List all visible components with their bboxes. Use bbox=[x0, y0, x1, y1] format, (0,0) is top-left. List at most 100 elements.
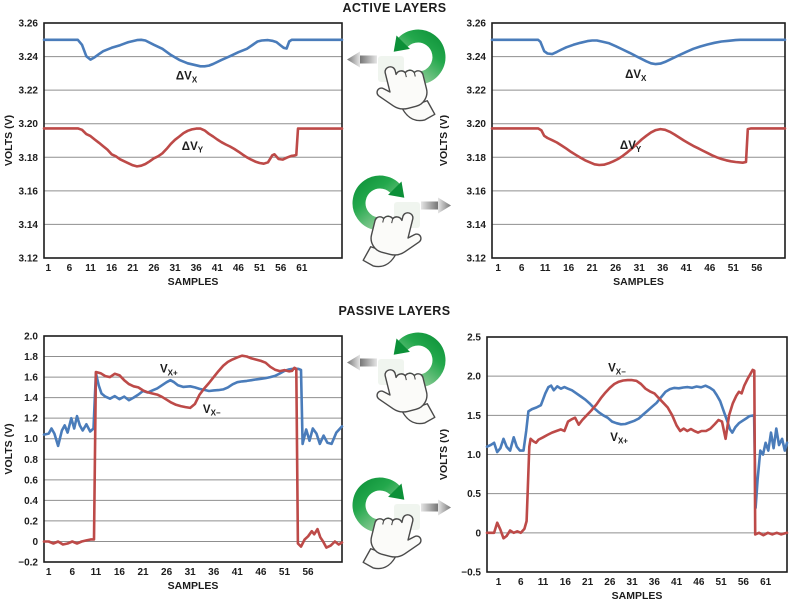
x-tick-label: 61 bbox=[760, 577, 772, 588]
chart-passive-right: 2.5 2.0 1.5 1.0 0.5 0 −0.5 1 6 11 16 21 26 31 36 41 46 51… bbox=[438, 318, 789, 607]
y-tick-label: 3.18 bbox=[19, 153, 39, 164]
x-tick-label: 26 bbox=[604, 577, 616, 588]
x-tick-label: 26 bbox=[148, 263, 160, 274]
gesture-rotate-cw-swipe-right-active bbox=[359, 182, 451, 276]
y-tick-label: 3.26 bbox=[467, 19, 487, 30]
x-tick-label: 51 bbox=[716, 577, 728, 588]
x-tick-label: 56 bbox=[751, 263, 763, 274]
active-right-canvas: 3.263.243.223.203.183.163.143.121 6 11 16 21… bbox=[438, 19, 787, 288]
x-tick-label: 11 bbox=[538, 577, 549, 588]
x-tick-label: 21 bbox=[137, 567, 149, 578]
y-axis-label: VOLTS (V) bbox=[3, 115, 15, 166]
series-label: VX− bbox=[203, 404, 221, 418]
x-tick-label: 1 bbox=[496, 577, 502, 588]
y-axis-label: VOLTS (V) bbox=[440, 429, 450, 480]
gesture-rotate-ccw-swipe-left-passive bbox=[347, 339, 439, 433]
x-tick-label: 46 bbox=[233, 263, 245, 274]
series-line-vx-minus bbox=[485, 368, 789, 540]
y-tick-label: 2.0 bbox=[467, 372, 481, 383]
y-axis-label: VOLTS (V) bbox=[3, 423, 15, 474]
y-tick-label: 0.8 bbox=[24, 455, 38, 466]
plot-border bbox=[43, 22, 343, 259]
plot-border bbox=[486, 336, 788, 573]
x-tick-label: 46 bbox=[693, 577, 705, 588]
x-tick-label: 41 bbox=[212, 263, 224, 274]
x-tick-label: 21 bbox=[127, 263, 139, 274]
x-tick-label: 6 bbox=[70, 567, 76, 578]
x-tick-label: 56 bbox=[302, 567, 314, 578]
y-tick-label: 3.12 bbox=[467, 254, 487, 265]
series-label: VX+ bbox=[610, 432, 628, 446]
passive-right-canvas: 2.52.01.51.00.50−0.51 6 11 16 21 26 31 36 41 46 51… bbox=[438, 333, 789, 602]
active-left-canvas: 3.263.243.223.203.183.163.143.121 6 11 16 21… bbox=[3, 19, 344, 288]
series-label: VX− bbox=[608, 362, 626, 376]
x-tick-label: 56 bbox=[738, 577, 750, 588]
x-tick-label: 61 bbox=[296, 263, 308, 274]
x-tick-label: 16 bbox=[563, 263, 575, 274]
chart-active-right: 3.26 3.24 3.22 3.20 3.18 3.16 3.14 3.12 1 6 11 16 21… bbox=[438, 14, 789, 306]
x-tick-label: 21 bbox=[587, 263, 599, 274]
series-label: ΔVX bbox=[176, 71, 198, 85]
y-tick-label: 1.2 bbox=[24, 414, 38, 425]
series-line-vx-plus bbox=[485, 384, 789, 510]
chart-active-left: 3.26 3.24 3.22 3.20 3.18 3.16 3.14 3.12 1 6 11 16 21… bbox=[0, 14, 345, 306]
x-tick-label: 6 bbox=[67, 263, 73, 274]
x-tick-label: 31 bbox=[634, 263, 646, 274]
x-tick-label: 6 bbox=[519, 263, 525, 274]
x-tick-label: 36 bbox=[208, 567, 220, 578]
x-tick-label: 36 bbox=[649, 577, 661, 588]
y-tick-label: 2.5 bbox=[467, 333, 481, 344]
y-tick-label: 3.22 bbox=[19, 86, 39, 97]
x-tick-label: 51 bbox=[728, 263, 740, 274]
x-tick-label: 51 bbox=[279, 567, 291, 578]
y-tick-label: 1.0 bbox=[467, 450, 481, 461]
x-tick-label: 36 bbox=[191, 263, 203, 274]
y-tick-label: −0.5 bbox=[461, 568, 481, 579]
series-label: VX+ bbox=[160, 363, 178, 377]
y-tick-label: 0 bbox=[475, 528, 481, 539]
y-tick-label: 2.0 bbox=[24, 332, 38, 343]
y-tick-label: 3.24 bbox=[19, 52, 39, 63]
series-line-delta-vx bbox=[42, 38, 344, 68]
series-line-vx-minus bbox=[42, 354, 344, 549]
plot-border bbox=[491, 22, 786, 259]
x-tick-label: 36 bbox=[657, 263, 669, 274]
x-tick-label: 31 bbox=[185, 567, 197, 578]
x-tick-label: 1 bbox=[46, 567, 52, 578]
y-tick-label: 3.24 bbox=[467, 52, 487, 63]
y-tick-label: 1.5 bbox=[467, 411, 481, 422]
x-tick-label: 46 bbox=[704, 263, 716, 274]
plot-border bbox=[43, 335, 343, 563]
x-tick-label: 51 bbox=[254, 263, 266, 274]
x-tick-label: 11 bbox=[540, 263, 551, 274]
y-axis-label: VOLTS (V) bbox=[440, 115, 450, 166]
series-line-delta-vy bbox=[42, 127, 344, 168]
x-tick-label: 11 bbox=[91, 567, 102, 578]
y-tick-label: 1.0 bbox=[24, 434, 38, 445]
x-tick-label: 41 bbox=[671, 577, 683, 588]
y-tick-label: 3.12 bbox=[19, 254, 39, 265]
y-tick-label: 0 bbox=[32, 537, 38, 548]
x-tick-label: 16 bbox=[114, 567, 126, 578]
gesture-rotate-cw-swipe-right-passive bbox=[359, 484, 451, 578]
y-tick-label: 0.6 bbox=[24, 475, 38, 486]
series-label: ΔVX bbox=[625, 69, 647, 83]
x-axis-label: SAMPLES bbox=[168, 580, 219, 592]
y-tick-label: 3.16 bbox=[19, 186, 39, 197]
active-layers-title: ACTIVE LAYERS bbox=[342, 1, 447, 15]
x-tick-label: 16 bbox=[106, 263, 118, 274]
x-tick-label: 26 bbox=[161, 567, 173, 578]
x-tick-label: 41 bbox=[681, 263, 693, 274]
x-tick-label: 56 bbox=[275, 263, 287, 274]
chart-passive-left: 2.0 1.8 1.6 1.4 1.2 1.0 0.8 0.6 0.4 0.2 0 −0.2 1 6 11 1… bbox=[0, 318, 345, 607]
y-tick-label: 3.20 bbox=[19, 119, 39, 130]
y-tick-label: 3.14 bbox=[19, 220, 39, 231]
passive-left-canvas: 2.01.81.61.41.21.00.80.60.40.20−0.21 6 11 1… bbox=[3, 332, 344, 592]
series-label: ΔVY bbox=[182, 141, 204, 155]
x-tick-label: 46 bbox=[255, 567, 267, 578]
x-tick-label: 31 bbox=[627, 577, 639, 588]
y-tick-label: 0.2 bbox=[24, 516, 38, 527]
x-tick-label: 26 bbox=[610, 263, 622, 274]
x-tick-label: 16 bbox=[560, 577, 572, 588]
x-tick-label: 11 bbox=[85, 263, 96, 274]
